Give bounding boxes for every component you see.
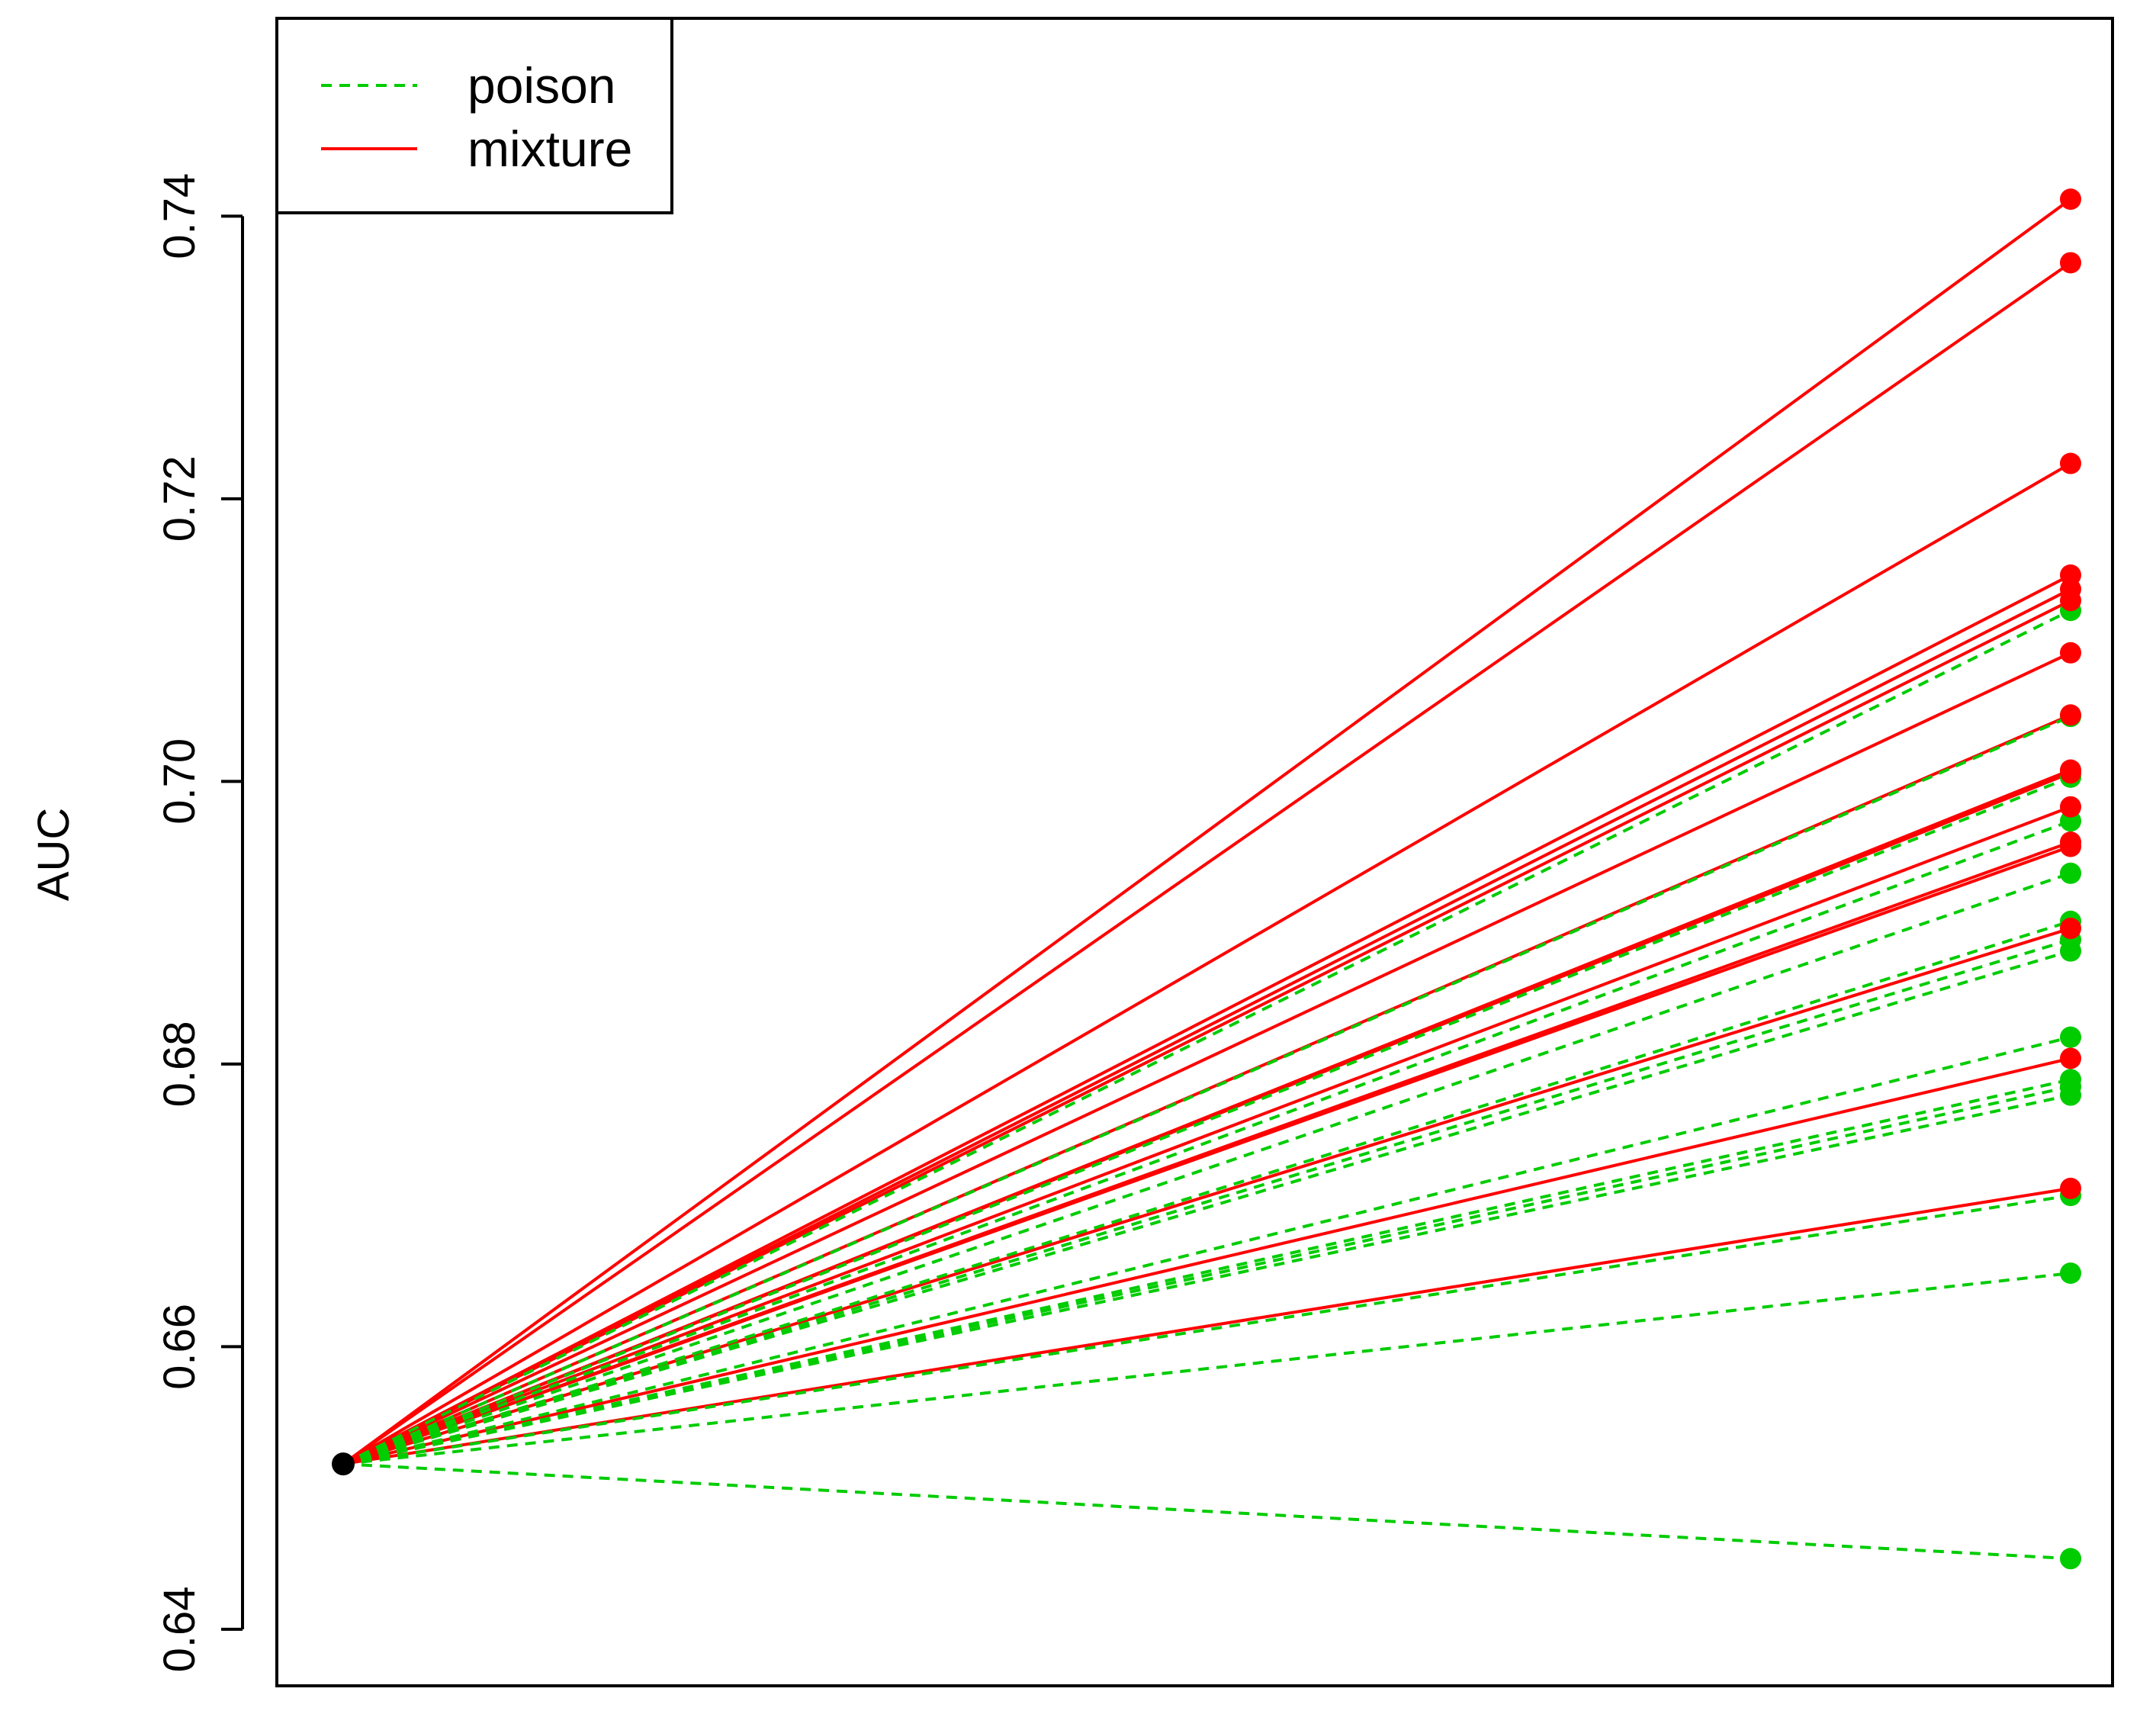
mixture-point [2060, 642, 2081, 664]
mixture-line [342, 651, 2071, 1465]
poison-line [342, 919, 2071, 1466]
mixture-point [2060, 590, 2081, 612]
point-layer [332, 188, 2081, 1570]
mixture-point [2060, 188, 2081, 211]
poison-point [2060, 1084, 2081, 1106]
poison-point [2060, 1548, 2081, 1570]
poison-line [342, 938, 2071, 1466]
mixture-point [2060, 1177, 2081, 1199]
legend-poison-label: poison [468, 57, 616, 114]
mixture-line [342, 1186, 2071, 1466]
mixture-point [2060, 704, 2081, 726]
poison-line [342, 1272, 2071, 1466]
poison-line [342, 715, 2071, 1465]
mixture-point [2060, 1047, 2081, 1069]
mixture-point [2060, 452, 2081, 474]
y-tick-label: 0.74 [155, 173, 204, 259]
plot-frame [275, 17, 2114, 1687]
y-tick-label: 0.66 [155, 1304, 204, 1390]
poison-line [342, 871, 2071, 1466]
legend: poison mixture [275, 17, 673, 214]
y-axis: 0.64 0.66 0.68 0.70 0.72 0.74 [155, 173, 244, 1672]
y-tick-label: 0.70 [155, 738, 204, 825]
legend-box [275, 17, 673, 214]
y-axis-label: AUC [29, 808, 79, 901]
poison-point [2060, 1026, 2081, 1048]
poison-point [2060, 1262, 2081, 1285]
mixture-line [342, 261, 2072, 1465]
y-tick-label: 0.64 [155, 1586, 204, 1672]
mixture-line [342, 198, 2072, 1465]
mixture-point [2060, 796, 2081, 818]
poison-line [342, 1093, 2071, 1466]
mixture-point [2060, 762, 2081, 784]
mixture-line [342, 599, 2071, 1465]
mixture-point [2060, 918, 2081, 940]
mixture-line [342, 1057, 2071, 1466]
mixture-line [342, 844, 2071, 1466]
legend-mixture-label: mixture [468, 121, 632, 177]
mixture-line [342, 587, 2071, 1465]
poison-line [342, 1462, 2071, 1561]
mixture-line [342, 805, 2071, 1466]
mixture-line [342, 771, 2071, 1466]
mixture-point [2060, 252, 2081, 274]
y-tick-label: 0.72 [155, 455, 204, 542]
mixture-line [342, 462, 2072, 1465]
poison-point [2060, 862, 2081, 884]
poison-line [342, 609, 2071, 1465]
poison-line [342, 949, 2071, 1466]
poison-line [342, 819, 2071, 1466]
poison-line [342, 1035, 2071, 1466]
mixture-line [342, 574, 2071, 1465]
series-layer [342, 198, 2072, 1561]
y-tick-label: 0.68 [155, 1021, 204, 1107]
baseline-point [332, 1452, 355, 1476]
poison-point [2060, 940, 2081, 962]
mixture-point [2060, 835, 2081, 857]
